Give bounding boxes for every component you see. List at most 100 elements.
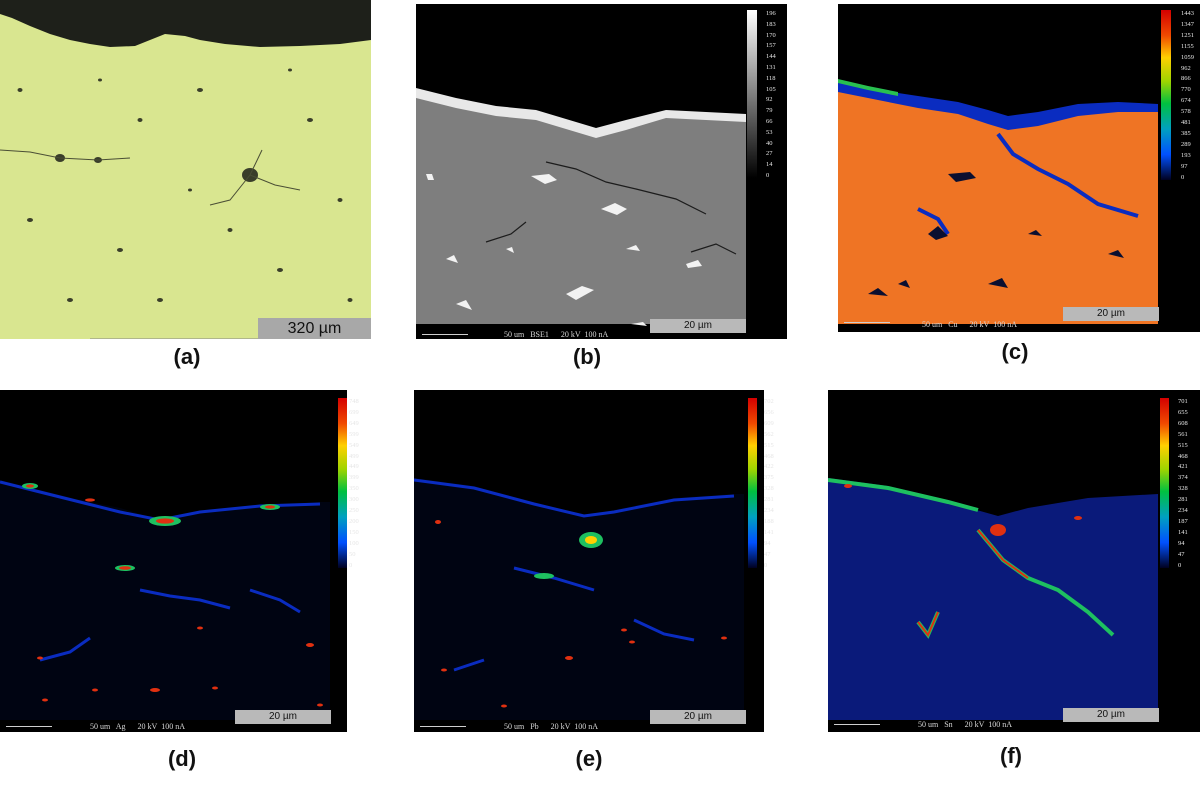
tick: 1443 bbox=[1181, 10, 1194, 17]
tick: 47 bbox=[1178, 550, 1185, 558]
scale-bar-b: 20 µm bbox=[650, 319, 746, 333]
tick: 150 bbox=[349, 528, 359, 536]
tick: 656 bbox=[764, 408, 774, 416]
tick: 649 bbox=[349, 419, 359, 427]
tick: 562 bbox=[764, 430, 774, 438]
caption-c: (c) bbox=[1001, 339, 1029, 364]
tick: 92 bbox=[766, 96, 773, 104]
tick: 962 bbox=[1181, 64, 1191, 72]
tick: 1059 bbox=[1181, 53, 1194, 61]
footer-line-e bbox=[420, 726, 466, 727]
pb-map-image bbox=[414, 398, 757, 720]
scale-bar-e: 20 µm bbox=[650, 710, 746, 724]
tick: 234 bbox=[764, 507, 774, 514]
tick: 701 bbox=[1178, 398, 1188, 405]
tick: 1251 bbox=[1181, 31, 1194, 39]
tick: 234 bbox=[1178, 507, 1188, 514]
tick: 187 bbox=[1178, 517, 1188, 525]
tick: 375 bbox=[764, 474, 774, 482]
tick: 94 bbox=[764, 539, 771, 547]
tick: 481 bbox=[1181, 119, 1191, 126]
panel-b-bse-image: 196 183 170 157 144 131 118 105 92 79 66… bbox=[416, 4, 787, 339]
tick: 468 bbox=[1178, 452, 1188, 460]
tick: 374 bbox=[1178, 474, 1188, 482]
scale-bar-d: 20 µm bbox=[235, 710, 331, 724]
footer-d: 50 um Ag 20 kV 100 nA bbox=[90, 722, 185, 731]
tick: 131 bbox=[766, 64, 776, 71]
colorbar-ticks-f: 701 655 608 561 515 468 421 374 328 281 … bbox=[1178, 398, 1198, 569]
tick: 468 bbox=[764, 452, 774, 460]
tick: 250 bbox=[349, 507, 359, 514]
tick: 421 bbox=[1178, 463, 1188, 471]
footer-line-d bbox=[6, 726, 52, 727]
tick: 40 bbox=[766, 139, 773, 147]
tick: 66 bbox=[766, 118, 773, 125]
tick: 0 bbox=[349, 561, 353, 569]
tick: 350 bbox=[349, 485, 359, 493]
tick: 515 bbox=[1178, 441, 1188, 449]
footer-line-b bbox=[422, 334, 468, 335]
caption-e: (e) bbox=[575, 746, 603, 771]
tick: 193 bbox=[1181, 151, 1191, 159]
tick: 0 bbox=[1181, 173, 1185, 181]
tick: 200 bbox=[349, 517, 359, 525]
panel-c-cu-map: 1443 1347 1251 1155 1059 962 866 770 674… bbox=[838, 4, 1200, 332]
tick: 97 bbox=[1181, 162, 1188, 170]
tick: 0 bbox=[764, 561, 768, 569]
footer-b: 50 um BSE1 20 kV 100 nA bbox=[504, 330, 609, 339]
tick: 27 bbox=[766, 150, 773, 158]
panel-d-ag-map: 20 µm 50 um Ag 20 kV 100 nA bbox=[0, 390, 347, 732]
tick: 422 bbox=[764, 463, 774, 471]
caption-a: (a) bbox=[173, 344, 201, 369]
tick: 655 bbox=[1178, 408, 1188, 416]
tick: 674 bbox=[1181, 97, 1191, 105]
scale-bar-c: 20 µm bbox=[1063, 307, 1159, 321]
cu-map-image bbox=[838, 10, 1171, 324]
tick: 449 bbox=[349, 463, 359, 471]
tick: 1347 bbox=[1181, 20, 1194, 28]
tick: 770 bbox=[1181, 86, 1191, 94]
bse-image bbox=[416, 10, 757, 326]
optical-micrograph-image bbox=[0, 0, 371, 339]
tick: 561 bbox=[1178, 430, 1188, 438]
scale-bar-a: 320 µm bbox=[258, 318, 371, 339]
caption-b: (b) bbox=[572, 344, 602, 369]
tick: 183 bbox=[766, 20, 776, 28]
tick: 94 bbox=[1178, 539, 1185, 547]
footer-line-f bbox=[834, 724, 880, 725]
tick: 866 bbox=[1181, 75, 1191, 83]
tick: 499 bbox=[349, 452, 359, 460]
panel-f-sn-map: 701 655 608 561 515 468 421 374 328 281 … bbox=[828, 390, 1200, 732]
footer-c: 50 um Cu 20 kV 100 nA bbox=[922, 320, 1017, 329]
caption-d: (d) bbox=[167, 746, 197, 771]
ag-map-image bbox=[0, 398, 347, 720]
tick: 399 bbox=[349, 474, 359, 482]
tick: 515 bbox=[764, 441, 774, 449]
footer-line-c bbox=[844, 322, 890, 323]
tick: 1155 bbox=[1181, 42, 1194, 50]
scale-bar-f: 20 µm bbox=[1063, 708, 1159, 722]
tick: 0 bbox=[766, 172, 770, 179]
sn-map-image bbox=[828, 398, 1169, 720]
colorbar-ticks-e: 702 656 609 562 515 468 422 375 328 281 234 188 141 9… bbox=[764, 398, 786, 569]
tick: 578 bbox=[1181, 108, 1191, 116]
tick: 608 bbox=[1178, 419, 1188, 427]
tick: 141 bbox=[764, 528, 774, 536]
tick: 328 bbox=[1178, 485, 1188, 493]
tick: 609 bbox=[764, 419, 774, 427]
tick: 144 bbox=[766, 53, 776, 61]
tick: 328 bbox=[764, 485, 774, 493]
panel-a-optical-micrograph: 320 µm bbox=[0, 0, 371, 339]
tick: 300 bbox=[349, 496, 359, 504]
tick: 79 bbox=[766, 107, 773, 115]
colorbar-ticks-d-labels bbox=[312, 398, 342, 568]
caption-f: (f) bbox=[1000, 743, 1022, 768]
tick: 599 bbox=[349, 430, 359, 438]
panel-e-pb-map: 20 µm 50 um Pb 20 kV 100 nA bbox=[414, 390, 764, 732]
tick: 100 bbox=[349, 539, 359, 547]
colorbar-ticks-b: 196 183 170 157 144 131 118 105 92 79 66… bbox=[766, 10, 786, 179]
footer-f: 50 um Sn 20 kV 100 nA bbox=[918, 720, 1013, 729]
tick: 188 bbox=[764, 517, 774, 525]
tick: 118 bbox=[766, 74, 776, 82]
tick: 549 bbox=[349, 441, 359, 449]
